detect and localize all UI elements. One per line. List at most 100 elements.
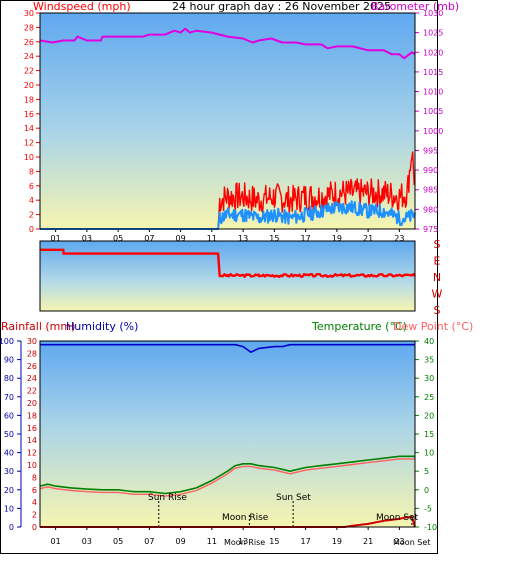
barometer-tick-label: 975 [423, 225, 438, 234]
hour-tick-label: 07 [144, 537, 154, 546]
barometer-tick-label: 1020 [423, 48, 443, 57]
hour-tick-label: 19 [332, 234, 342, 243]
hour-tick-label: 21 [363, 537, 373, 546]
barometer-tick-label: 1030 [423, 9, 443, 18]
temperature-tick-label: 5 [424, 467, 429, 476]
wind-tick-label: 24 [24, 52, 34, 61]
direction-panel-border [39, 240, 416, 312]
wind-tick-label: 8 [29, 167, 34, 176]
hour-tick-label: 05 [113, 234, 123, 243]
humidity-tick-label: 40 [4, 449, 14, 458]
humidity-tick-label: 70 [4, 393, 14, 402]
direction-axis-label: E [434, 255, 441, 268]
temperature-tick-label: 10 [424, 449, 434, 458]
hour-tick-label: 03 [82, 234, 92, 243]
rainfall-tick-label: 24 [27, 374, 37, 383]
temperature-axis-title: Temperature (°C) [311, 320, 407, 333]
humidity-tick-label: 100 [0, 337, 14, 346]
temperature-line [39, 455, 415, 495]
rainfall-tick-label: 26 [27, 362, 37, 371]
temperature-tick-label: 35 [424, 356, 434, 365]
hour-tick-label: 15 [269, 537, 279, 546]
wind-tick-label: 14 [24, 124, 34, 133]
temperature-tick-label: 0 [424, 486, 429, 495]
temperature-tick-label: -10 [424, 523, 437, 532]
rainfall-tick-label: 22 [27, 387, 37, 396]
humidity-tick-label: 20 [4, 486, 14, 495]
hour-tick-label: 21 [363, 234, 373, 243]
sun-rise-label: Sun Rise [148, 493, 187, 503]
hour-tick-label: 23 [394, 537, 404, 546]
wind-tick-label: 4 [29, 196, 34, 205]
moon-set-axis-label: Moon Set [393, 538, 430, 547]
windspeed-axis-title: Windspeed (mph) [33, 0, 131, 13]
humidity-tick-label: 90 [4, 356, 14, 365]
wind-tick-label: 12 [24, 139, 34, 148]
rainfall-tick-label: 0 [32, 523, 37, 532]
humidity-tick-label: 60 [4, 411, 14, 420]
rainfall-tick-label: 18 [27, 411, 37, 420]
hour-tick-label: 09 [176, 537, 186, 546]
rainfall-tick-label: 2 [32, 511, 37, 520]
wind-tick-label: 16 [24, 110, 34, 119]
hour-tick-label: 13 [238, 537, 248, 546]
barometer-tick-label: 1005 [423, 107, 443, 116]
hour-tick-label: 11 [207, 234, 217, 243]
wind-tick-label: 20 [24, 81, 34, 90]
outer-border [0, 0, 438, 554]
humidity-tick-label: 30 [4, 467, 14, 476]
humidity-tick-label: 80 [4, 374, 14, 383]
hour-tick-label: 19 [332, 537, 342, 546]
humidity-axis-title: Humidity (%) [66, 320, 138, 333]
wind-tick-label: 2 [29, 211, 34, 220]
wind-tick-label: 18 [24, 95, 34, 104]
hour-tick-label: 07 [144, 234, 154, 243]
dewpoint-line [39, 458, 415, 497]
wind-tick-label: 30 [24, 9, 34, 18]
hour-tick-label: 17 [301, 234, 311, 243]
hour-tick-label: 11 [207, 537, 217, 546]
hour-tick-label: 01 [51, 234, 61, 243]
wind-tick-label: 0 [29, 225, 34, 234]
hour-tick-label: 09 [176, 234, 186, 243]
barometer-tick-label: 990 [423, 166, 438, 175]
barometer-tick-label: 1015 [423, 68, 443, 77]
hour-tick-label: 15 [269, 234, 279, 243]
direction-axis-label: S [434, 304, 441, 317]
temperature-tick-label: 40 [424, 337, 434, 346]
hour-tick-label: 03 [82, 537, 92, 546]
barometer-tick-label: 1010 [423, 88, 443, 97]
wind-panel-border [39, 12, 416, 230]
rainfall-tick-label: 20 [27, 399, 37, 408]
barometer-tick-label: 980 [423, 205, 438, 214]
moon-set-label: Moon Set [376, 513, 419, 523]
humidity-line [40, 343, 415, 354]
barometer-tick-label: 1000 [423, 127, 443, 136]
barometer-tick-label: 985 [423, 186, 438, 195]
humidity-tick-label: 0 [9, 523, 14, 532]
moon-rise-label: Moon Rise [222, 513, 269, 523]
rainfall-tick-label: 16 [27, 424, 37, 433]
direction-axis-label: S [434, 238, 441, 251]
rainfall-axis-title: Rainfall (mm) [1, 320, 75, 333]
temperature-tick-label: 20 [424, 411, 434, 420]
rainfall-tick-label: 12 [27, 449, 37, 458]
direction-axis-label: N [433, 271, 441, 284]
wind-tick-label: 10 [24, 153, 34, 162]
temperature-panel-background [40, 341, 415, 527]
hour-tick-label: 17 [301, 537, 311, 546]
temperature-tick-label: 25 [424, 393, 434, 402]
humidity-tick-label: 50 [4, 430, 14, 439]
wind-tick-label: 22 [24, 67, 34, 76]
rainfall-tick-label: 28 [27, 349, 37, 358]
rainfall-tick-label: 6 [32, 486, 37, 495]
hour-tick-label: 05 [113, 537, 123, 546]
wind-tick-label: 6 [29, 182, 34, 191]
barometer-tick-label: 1025 [423, 29, 443, 38]
hour-tick-label: 13 [238, 234, 248, 243]
temperature-tick-label: 15 [424, 430, 434, 439]
wind-tick-label: 28 [24, 23, 34, 32]
moon-rise-axis-label: Moon Rise [224, 538, 265, 547]
dewpoint-axis-title: Dew Point (°C) [393, 320, 473, 333]
rainfall-tick-label: 4 [32, 498, 37, 507]
